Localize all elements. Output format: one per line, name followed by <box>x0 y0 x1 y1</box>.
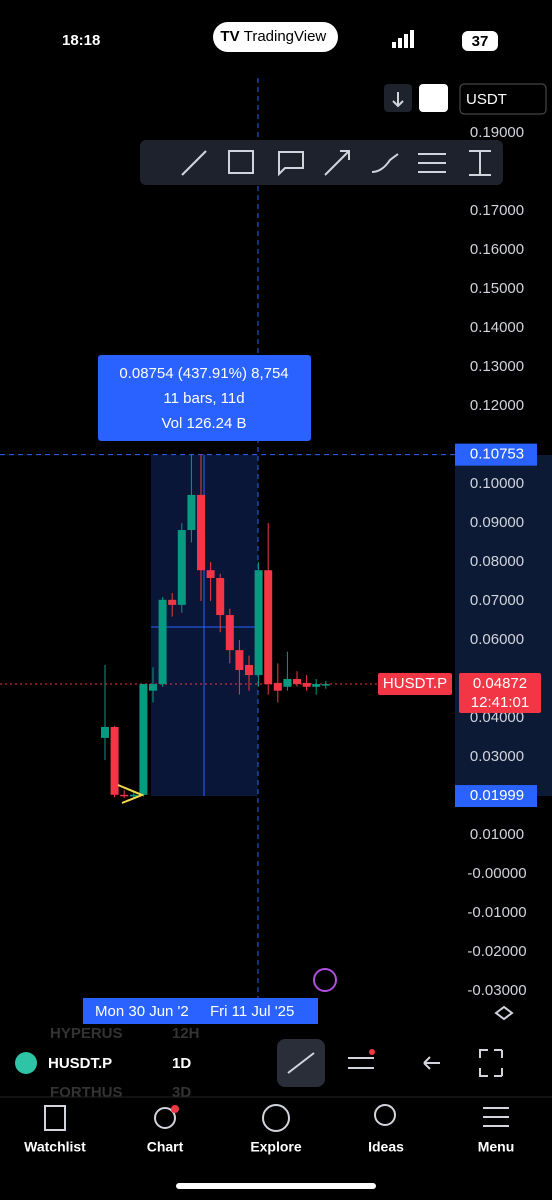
signal <box>392 30 414 48</box>
y-tick-label: 0.09000 <box>470 514 524 531</box>
candle-body <box>197 494 205 571</box>
countdown: 12:41:01 <box>471 694 529 711</box>
candle-body <box>264 570 273 685</box>
app-pill <box>213 22 338 52</box>
home-indicator <box>176 1183 376 1189</box>
settings-icon[interactable] <box>348 1057 374 1069</box>
symbol-tag-text: HUSDT.P <box>383 675 447 692</box>
currency-select[interactable] <box>459 83 547 115</box>
alert-icon <box>313 968 337 992</box>
candle-body <box>129 794 138 797</box>
chart: 0.19000 0.17000 0.16000 0.15000 0.14000 0.130… <box>0 78 541 1024</box>
price-tag <box>455 443 537 466</box>
date-label: Fri 11 Jul '25 <box>210 1003 294 1020</box>
arrow-icon <box>392 92 404 108</box>
behind-symbol: HYPERUS <box>50 1025 123 1042</box>
fullscreen-button[interactable] <box>419 84 448 112</box>
candle-body <box>110 726 119 795</box>
price-tag <box>455 785 537 808</box>
symbol-tag <box>378 672 452 695</box>
candle-body <box>321 684 330 686</box>
y-tick-label: 0.06000 <box>470 631 524 648</box>
last-price-tag <box>459 672 541 713</box>
y-tick-label: -0.01000 <box>467 904 526 921</box>
expand-icon[interactable] <box>479 1049 503 1077</box>
y-tick-label: 0.19000 <box>470 124 524 141</box>
price-tag-text: 0.10753 <box>470 446 524 463</box>
symbol-icon <box>15 1052 37 1074</box>
y-tick-label: 0.07000 <box>470 592 524 609</box>
candle-body <box>168 599 177 605</box>
nav-item[interactable]: Menu <box>478 1139 515 1155</box>
behind-symbol: FORTHUS <box>50 1084 123 1101</box>
y-tick-label: -0.03000 <box>467 982 526 999</box>
candle-body <box>149 684 157 691</box>
app-logo: TV <box>220 28 239 45</box>
battery <box>462 31 498 51</box>
behind-interval: 12H <box>172 1025 200 1042</box>
nav-item[interactable]: Explore <box>250 1139 302 1155</box>
y-tick-label: -0.02000 <box>467 943 526 960</box>
marker <box>117 784 145 804</box>
nav-item[interactable]: Watchlist <box>24 1139 86 1155</box>
y-tick-label: 0.17000 <box>470 202 524 219</box>
y-tick-label: -0.00000 <box>467 865 526 882</box>
ruler-icon <box>287 1052 315 1074</box>
behind-interval: 3D <box>172 1084 191 1101</box>
y-tick-label: 0.12000 <box>470 397 524 414</box>
y-tick-label: 0.16000 <box>470 241 524 258</box>
date-tag <box>83 998 318 1024</box>
symbol-bar <box>0 1044 552 1084</box>
candle-body <box>120 794 129 797</box>
nav-item[interactable]: Ideas <box>368 1139 404 1155</box>
interval[interactable]: 1D <box>172 1055 191 1072</box>
settings-icon <box>494 1005 514 1021</box>
candle-body <box>225 615 234 651</box>
last-price: 0.04872 <box>473 675 527 692</box>
axis-highlight <box>455 455 552 796</box>
candle-body <box>302 682 311 687</box>
measure-text: 11 bars, 11d <box>163 390 244 407</box>
dot <box>171 1105 179 1113</box>
measure-tooltip <box>98 355 311 441</box>
measure-text: Vol 126.24 B <box>161 415 246 432</box>
battery-level: 37 <box>472 33 489 50</box>
candle-body <box>245 664 253 676</box>
y-tick-label: 0.04000 <box>470 709 524 726</box>
candle-body <box>312 684 321 687</box>
candle-body <box>187 494 196 531</box>
app-name: TradingView <box>244 28 327 45</box>
drawing-tools[interactable] <box>181 150 491 177</box>
nav-item[interactable]: Chart <box>147 1139 184 1155</box>
y-tick-label: 0.01000 <box>470 826 524 843</box>
candle-body <box>283 679 292 687</box>
candle-body <box>139 684 148 795</box>
candle-body <box>158 599 167 685</box>
dot <box>369 1049 375 1055</box>
measure-text: 0.08754 (437.91%) 8,754 <box>119 365 288 382</box>
time: 18:18 <box>62 32 100 49</box>
nav-icons <box>44 1104 509 1132</box>
y-tick-label: 0.13000 <box>470 358 524 375</box>
date-label: Mon 30 Jun '2 <box>95 1003 189 1020</box>
candle-body <box>101 726 109 738</box>
candle-body <box>206 570 215 578</box>
y-tick-label: 0.08000 <box>470 553 524 570</box>
candle-body <box>216 577 225 616</box>
y-tick-label: 0.15000 <box>470 280 524 297</box>
candle-body <box>273 682 282 691</box>
y-tick-label: 0.03000 <box>470 748 524 765</box>
currency: USDT <box>466 91 507 108</box>
y-tick-label: 0.14000 <box>470 319 524 336</box>
price-tag-text: 0.01999 <box>470 787 524 804</box>
y-tick-label: 0.10000 <box>470 475 524 492</box>
candle-body <box>254 570 263 676</box>
symbol[interactable]: HUSDT.P <box>48 1055 112 1072</box>
candle-body <box>235 650 244 671</box>
candle-body <box>177 530 186 605</box>
undo-icon[interactable] <box>423 1056 440 1070</box>
candle-body <box>293 679 301 685</box>
